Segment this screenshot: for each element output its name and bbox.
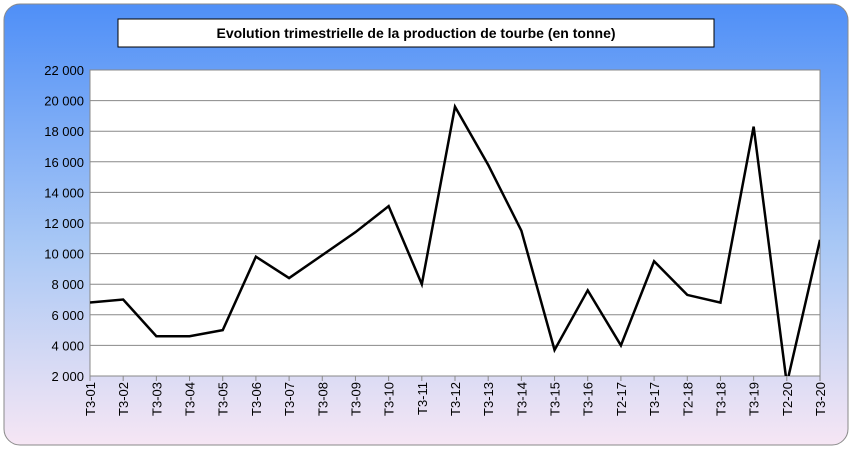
x-tick-label: T3-09 bbox=[348, 382, 363, 416]
x-tick-label: T2-18 bbox=[680, 382, 695, 416]
y-tick-label: 22 000 bbox=[44, 63, 84, 78]
x-tick-label: T3-10 bbox=[382, 382, 397, 416]
y-tick-label: 12 000 bbox=[44, 216, 84, 231]
y-tick-label: 8 000 bbox=[51, 277, 84, 292]
x-tick-label: T3-19 bbox=[747, 382, 762, 416]
x-tick-label: T3-11 bbox=[415, 382, 430, 415]
title-box bbox=[117, 18, 715, 48]
x-tick-label: T3-06 bbox=[249, 382, 264, 416]
x-tick-label: T3-01 bbox=[83, 382, 98, 416]
x-tick-label: T3-08 bbox=[315, 382, 330, 416]
x-tick-label: T3-02 bbox=[116, 382, 131, 416]
x-tick-label: T3-14 bbox=[514, 382, 529, 416]
x-tick-label: T2-20 bbox=[780, 382, 795, 416]
y-tick-label: 16 000 bbox=[44, 155, 84, 170]
y-tick-label: 4 000 bbox=[51, 338, 84, 353]
x-tick-label: T3-05 bbox=[216, 382, 231, 416]
x-tick-label: T3-13 bbox=[481, 382, 496, 416]
x-tick-label: T3-16 bbox=[581, 382, 596, 416]
y-tick-label: 2 000 bbox=[51, 369, 84, 384]
x-tick-label: T3-12 bbox=[448, 382, 463, 416]
x-tick-label: T3-03 bbox=[149, 382, 164, 416]
x-tick-label: T3-04 bbox=[183, 382, 198, 416]
y-tick-label: 14 000 bbox=[44, 185, 84, 200]
y-tick-label: 6 000 bbox=[51, 308, 84, 323]
x-tick-label: T3-15 bbox=[548, 382, 563, 416]
x-tick-label: T3-07 bbox=[282, 382, 297, 416]
x-tick-label: T3-20 bbox=[813, 382, 828, 416]
y-tick-label: 20 000 bbox=[44, 94, 84, 109]
data-line bbox=[90, 103, 820, 376]
y-tick-label: 10 000 bbox=[44, 247, 84, 262]
x-tick-label: T2-17 bbox=[614, 382, 629, 416]
chart-title: Evolution trimestrielle de la production… bbox=[216, 25, 615, 41]
x-tick-label: T3-18 bbox=[713, 382, 728, 416]
x-tick-label: T3-17 bbox=[647, 382, 662, 416]
y-tick-label: 18 000 bbox=[44, 124, 84, 139]
